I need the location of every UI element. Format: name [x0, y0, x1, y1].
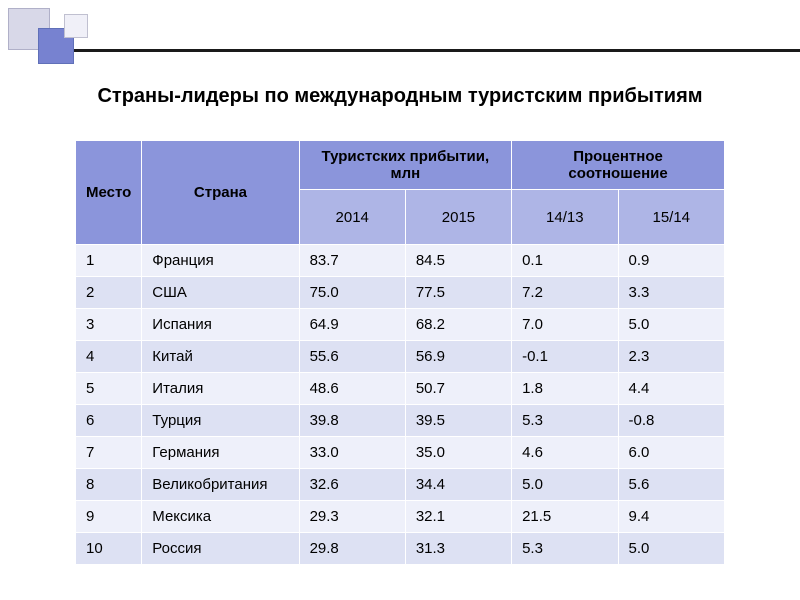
cell-y2: 34.4 [405, 469, 511, 501]
col-pct2-header: 15/14 [618, 190, 724, 245]
col-year1-header: 2014 [299, 190, 405, 245]
cell-p1: 5.3 [512, 533, 618, 565]
cell-p2: 5.0 [618, 309, 724, 341]
col-country-header: Страна [142, 141, 299, 245]
table-row: 4Китай55.656.9-0.12.3 [76, 341, 725, 373]
cell-y1: 64.9 [299, 309, 405, 341]
cell-p1: 0.1 [512, 245, 618, 277]
cell-y2: 32.1 [405, 501, 511, 533]
tourism-table: Место Страна Туристских прибытии, млн Пр… [75, 140, 725, 565]
cell-rank: 6 [76, 405, 142, 437]
cell-p1: 5.3 [512, 405, 618, 437]
cell-y1: 75.0 [299, 277, 405, 309]
table-row: 8Великобритания32.634.45.05.6 [76, 469, 725, 501]
table-row: 9Мексика29.332.121.59.4 [76, 501, 725, 533]
cell-country: Турция [142, 405, 299, 437]
cell-p2: -0.8 [618, 405, 724, 437]
cell-y1: 39.8 [299, 405, 405, 437]
cell-p1: 1.8 [512, 373, 618, 405]
tourism-table-wrap: Место Страна Туристских прибытии, млн Пр… [75, 140, 725, 565]
col-year2-header: 2015 [405, 190, 511, 245]
table-row: 5Италия48.650.71.84.4 [76, 373, 725, 405]
cell-y2: 84.5 [405, 245, 511, 277]
cell-p2: 5.6 [618, 469, 724, 501]
cell-p2: 5.0 [618, 533, 724, 565]
table-row: 7Германия33.035.04.66.0 [76, 437, 725, 469]
cell-y1: 48.6 [299, 373, 405, 405]
cell-y2: 31.3 [405, 533, 511, 565]
table-body: 1Франция83.784.50.10.92США75.077.57.23.3… [76, 245, 725, 565]
cell-p1: 4.6 [512, 437, 618, 469]
cell-y2: 77.5 [405, 277, 511, 309]
cell-p1: -0.1 [512, 341, 618, 373]
cell-p2: 2.3 [618, 341, 724, 373]
cell-rank: 5 [76, 373, 142, 405]
col-percent-group-header: Процентное соотношение [512, 141, 725, 190]
cell-country: Испания [142, 309, 299, 341]
cell-country: Россия [142, 533, 299, 565]
cell-y1: 33.0 [299, 437, 405, 469]
cell-y1: 55.6 [299, 341, 405, 373]
cell-rank: 8 [76, 469, 142, 501]
cell-country: Мексика [142, 501, 299, 533]
table-header-top: Место Страна Туристских прибытии, млн Пр… [76, 141, 725, 190]
cell-country: Китай [142, 341, 299, 373]
cell-p1: 5.0 [512, 469, 618, 501]
cell-p2: 0.9 [618, 245, 724, 277]
table-row: 10Россия29.831.35.35.0 [76, 533, 725, 565]
cell-y2: 35.0 [405, 437, 511, 469]
cell-country: США [142, 277, 299, 309]
cell-rank: 9 [76, 501, 142, 533]
table-row: 6Турция39.839.55.3-0.8 [76, 405, 725, 437]
cell-rank: 10 [76, 533, 142, 565]
cell-p2: 3.3 [618, 277, 724, 309]
cell-y1: 29.3 [299, 501, 405, 533]
cell-y1: 83.7 [299, 245, 405, 277]
cell-p1: 21.5 [512, 501, 618, 533]
cell-y2: 39.5 [405, 405, 511, 437]
cell-rank: 1 [76, 245, 142, 277]
cell-p2: 4.4 [618, 373, 724, 405]
cell-rank: 3 [76, 309, 142, 341]
cell-country: Италия [142, 373, 299, 405]
cell-rank: 4 [76, 341, 142, 373]
header-divider [74, 49, 800, 52]
page-title: Страны-лидеры по международным туристски… [0, 85, 800, 108]
cell-country: Великобритания [142, 469, 299, 501]
cell-country: Германия [142, 437, 299, 469]
table-row: 3Испания64.968.27.05.0 [76, 309, 725, 341]
col-rank-header: Место [76, 141, 142, 245]
col-pct1-header: 14/13 [512, 190, 618, 245]
table-row: 1Франция83.784.50.10.9 [76, 245, 725, 277]
cell-y2: 56.9 [405, 341, 511, 373]
cell-p1: 7.0 [512, 309, 618, 341]
cell-y2: 50.7 [405, 373, 511, 405]
cell-p1: 7.2 [512, 277, 618, 309]
cell-y1: 32.6 [299, 469, 405, 501]
cell-y1: 29.8 [299, 533, 405, 565]
table-row: 2США75.077.57.23.3 [76, 277, 725, 309]
deco-square-3 [64, 14, 88, 38]
cell-y2: 68.2 [405, 309, 511, 341]
cell-country: Франция [142, 245, 299, 277]
cell-rank: 7 [76, 437, 142, 469]
cell-p2: 6.0 [618, 437, 724, 469]
cell-p2: 9.4 [618, 501, 724, 533]
decorative-squares [8, 8, 98, 72]
col-arrivals-group-header: Туристских прибытии, млн [299, 141, 512, 190]
cell-rank: 2 [76, 277, 142, 309]
